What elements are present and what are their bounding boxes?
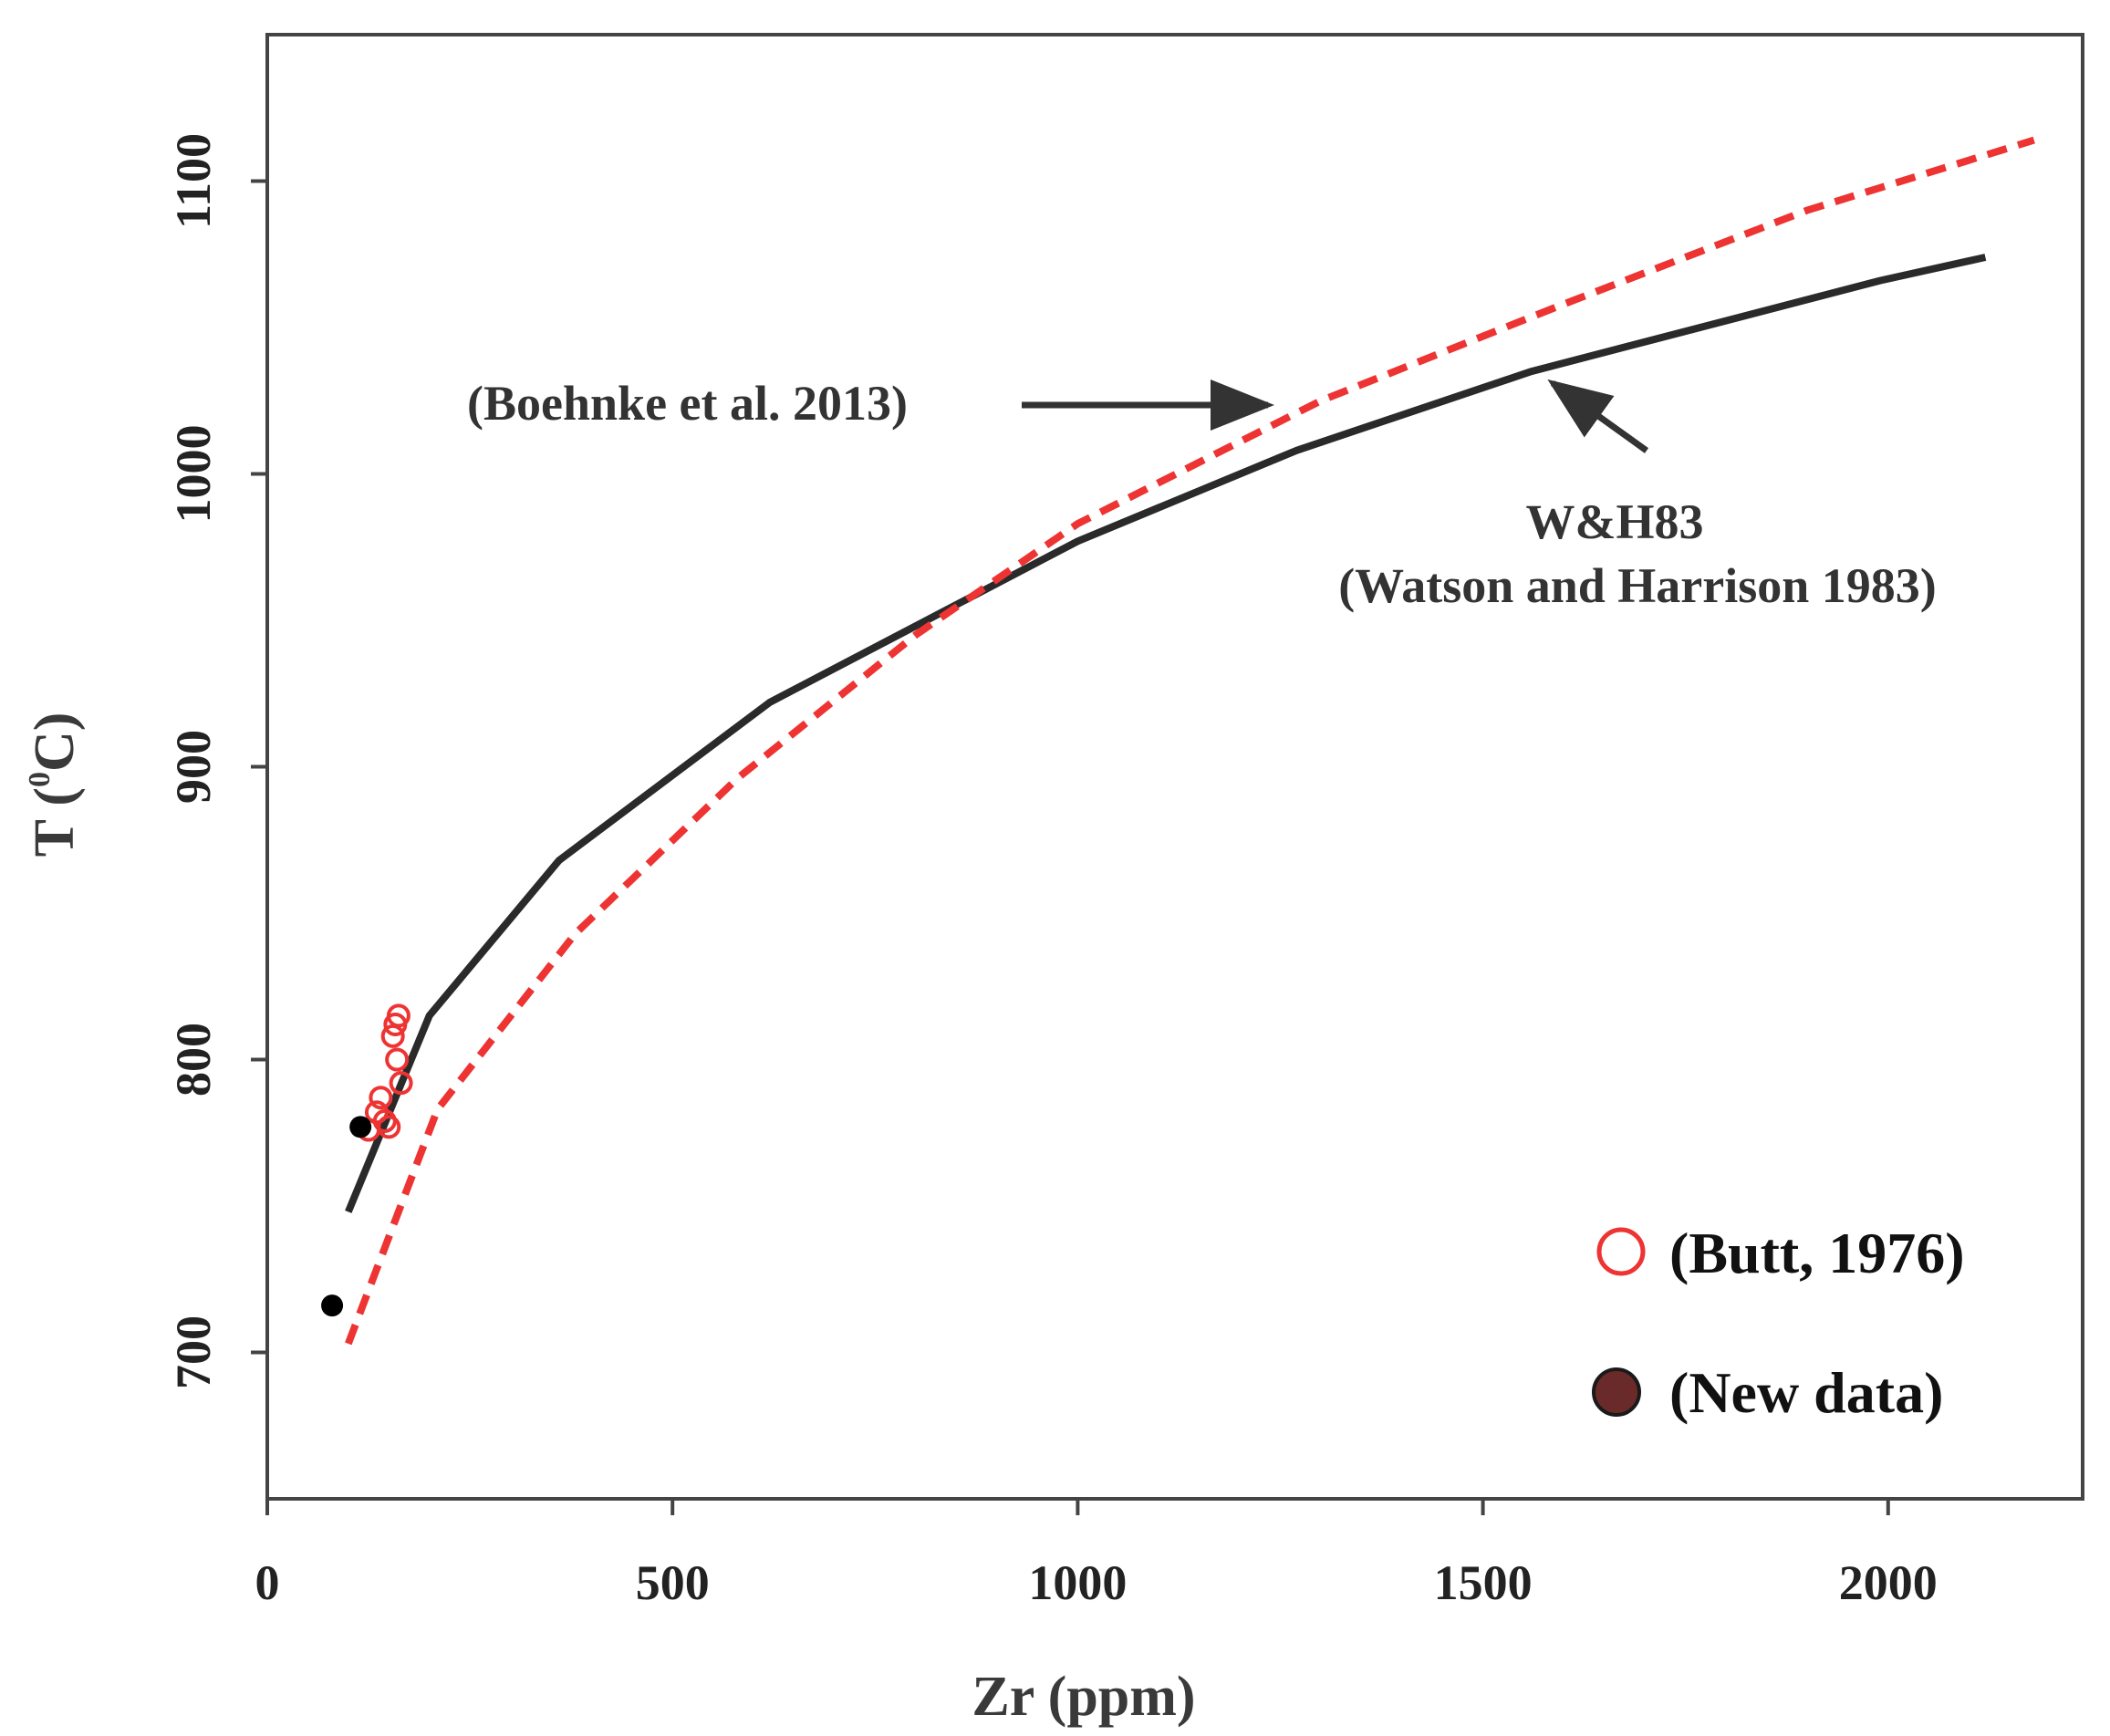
x-tick-label-1000: 1000 xyxy=(1028,1555,1127,1610)
x-tick-label-0: 0 xyxy=(255,1555,280,1610)
curve-watson-harrison-1983 xyxy=(345,254,1987,1213)
point-butt-1976-9 xyxy=(383,1012,408,1036)
annotation-wh83-line2: (Watson and Harrison 1983) xyxy=(1338,558,1937,613)
y-axis-title: T (0C) xyxy=(23,712,86,858)
point-butt-1976-7 xyxy=(389,1071,413,1096)
annotation-wh83-line1: W&H83 xyxy=(1526,494,1704,549)
point-butt-1976-5 xyxy=(380,1024,405,1048)
legend-marker-butt xyxy=(1596,1227,1646,1276)
legend-marker-new xyxy=(1592,1367,1641,1417)
point-butt-1976-4 xyxy=(377,1115,401,1139)
y-tick-label-700: 700 xyxy=(166,1315,221,1389)
y-axis-title-unit: C) xyxy=(24,712,86,772)
curve-boehnke-2013 xyxy=(345,136,2035,1346)
point-new-data-0 xyxy=(321,1294,344,1317)
y-axis-title-superscript: 0 xyxy=(23,772,57,787)
y-tick-label-900: 900 xyxy=(166,730,221,804)
point-new-data-1 xyxy=(349,1116,372,1138)
x-axis-title: Zr (ppm) xyxy=(972,1666,1195,1728)
y-tick-label-1100: 1100 xyxy=(166,133,221,229)
y-tick-label-1000: 1000 xyxy=(166,425,221,524)
point-butt-1976-6 xyxy=(385,1047,410,1072)
x-axis: 0 500 1000 1500 2000 xyxy=(255,1499,1938,1610)
data-points xyxy=(321,1003,413,1317)
x-tick-label-2000: 2000 xyxy=(1839,1555,1938,1610)
point-butt-1976-2 xyxy=(369,1086,393,1110)
annotation-boehnke: (Boehnke et al. 2013) xyxy=(467,376,908,431)
x-tick-label-500: 500 xyxy=(636,1555,710,1610)
y-axis-title-main: T ( xyxy=(24,787,86,857)
curves xyxy=(345,136,2035,1346)
legend-label-new: (New data) xyxy=(1669,1360,1943,1425)
x-tick-label-1500: 1500 xyxy=(1434,1555,1533,1610)
y-axis: 700 800 900 1000 1100 xyxy=(166,133,267,1389)
legend-label-butt: (Butt, 1976) xyxy=(1669,1221,1965,1285)
arrow-wh83 xyxy=(1547,379,1649,453)
y-tick-label-800: 800 xyxy=(166,1023,221,1097)
